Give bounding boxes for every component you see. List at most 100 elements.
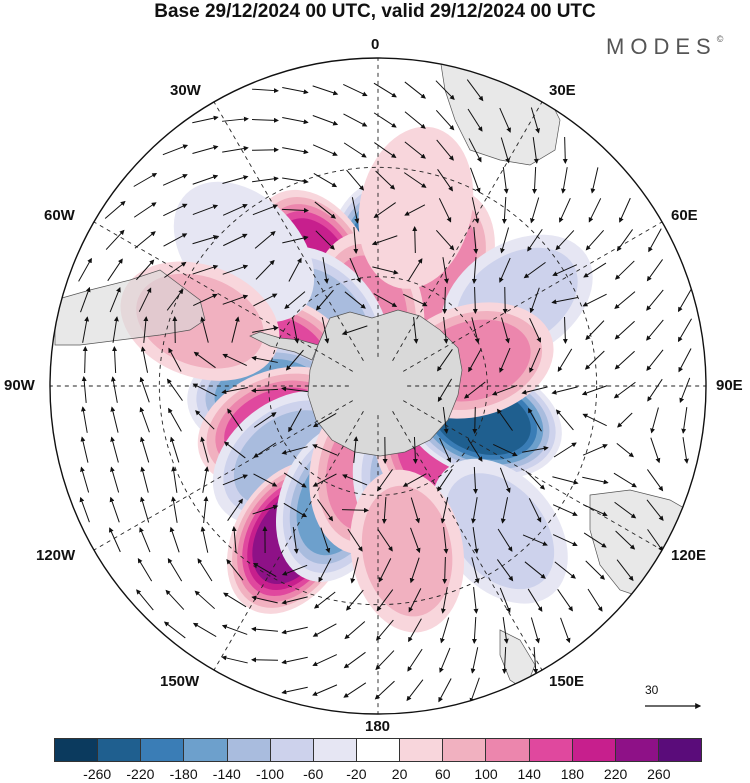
wind-arrow (320, 527, 331, 554)
wind-arrow (138, 287, 152, 312)
wind-arrow (251, 595, 278, 604)
anomaly-cell-19 (358, 126, 474, 289)
wind-arrow (614, 291, 636, 309)
wind-arrow (650, 437, 661, 464)
wind-arrow (312, 85, 339, 96)
wind-arrow (110, 376, 118, 403)
wind-arrow (468, 348, 482, 373)
wind-arrow (282, 117, 309, 125)
wind-arrow (471, 616, 477, 644)
wind-arrow (616, 559, 634, 582)
wind-arrow (139, 376, 150, 403)
wind-arrow (551, 296, 578, 305)
wind-arrow (312, 444, 338, 456)
wind-arrow (222, 294, 249, 305)
meridian-line (403, 400, 663, 551)
wind-arrow (502, 617, 509, 644)
wind-arrow (134, 231, 156, 249)
wind-arrow (136, 259, 155, 281)
wind-arrow (582, 293, 607, 307)
wind-arrow (163, 233, 188, 247)
wind-arrow (223, 592, 247, 608)
colorbar-swatch-2 (141, 739, 185, 761)
wind-arrow (282, 147, 309, 155)
wind-arrow (343, 142, 367, 158)
wind-arrow (440, 617, 450, 644)
wind-arrow (318, 558, 332, 583)
wind-arrow (110, 466, 120, 493)
wind-arrow (552, 504, 578, 516)
wind-arrow (252, 176, 279, 183)
wind-arrow (581, 385, 608, 396)
wind-arrow (192, 115, 219, 124)
wind-arrow (522, 445, 549, 453)
wind-arrow (677, 288, 692, 313)
wind-arrow (533, 646, 539, 674)
colorbar-tick-label: -140 (212, 766, 241, 782)
wind-arrow (647, 529, 664, 552)
antarctica (307, 309, 463, 457)
wind-arrow (222, 146, 249, 153)
wind-arrow (163, 203, 188, 217)
wind-arrow (408, 618, 422, 643)
wind-arrow (646, 349, 664, 371)
wind-arrow (283, 502, 308, 518)
wind-arrow (410, 527, 421, 554)
wind-arrow (521, 386, 548, 395)
wind-arrow (163, 621, 186, 639)
wind-arrow (500, 497, 509, 524)
wind-arrow (133, 202, 157, 218)
wind-arrow (313, 591, 336, 609)
wind-arrow (463, 381, 486, 399)
wind-arrow (617, 412, 633, 428)
wind-arrow (281, 686, 308, 695)
wind-arrow (107, 258, 123, 282)
wind-arrow (557, 348, 573, 372)
wind-arrow (312, 623, 337, 637)
wind-arrow (650, 407, 659, 434)
wind-arrow (438, 198, 452, 223)
wind-arrow (221, 624, 248, 635)
wind-arrow (169, 436, 180, 463)
wind-arrow (251, 355, 278, 363)
wind-arrow (140, 436, 150, 463)
wind-arrow (378, 558, 392, 583)
wind-arrow (442, 257, 449, 284)
wind-arrow (133, 173, 158, 187)
colorbar-swatch-6 (313, 739, 357, 761)
wind-arrow (471, 256, 477, 284)
wind-arrow (501, 196, 507, 224)
wind-arrow (375, 170, 396, 190)
wind-arrow (436, 139, 454, 161)
wind-arrow (614, 501, 637, 519)
wind-arrow (227, 408, 243, 432)
colorbar-swatch-10 (486, 739, 530, 761)
wind-arrow (406, 679, 424, 702)
wind-arrow (192, 204, 219, 216)
lon-label-150w: 150W (160, 673, 200, 690)
wind-arrow (470, 647, 479, 674)
wind-arrow (553, 442, 577, 458)
wind-arrow (473, 227, 479, 254)
wind-arrow (525, 470, 546, 490)
wind-arrow (140, 466, 149, 493)
wind-arrow (193, 351, 216, 369)
wind-arrow (344, 621, 366, 640)
wind-arrow (468, 138, 482, 163)
wind-arrow (251, 88, 279, 94)
colorbar-swatch-8 (400, 739, 444, 761)
wind-arrow (110, 406, 119, 433)
colorbar-ticks: -260 -220 -180 -140 -100 -60 -20 20 60 100 140 180 2… (0, 766, 750, 783)
wind-arrow (524, 561, 546, 579)
wind-arrow (282, 235, 309, 244)
wind-arrow (223, 441, 246, 459)
wind-arrow (559, 197, 571, 223)
wind-arrow (491, 384, 518, 396)
wind-arrow (679, 377, 691, 404)
meridian-line (213, 411, 364, 671)
lon-label-30w: 30W (170, 82, 201, 99)
wind-arrow (373, 202, 396, 219)
wind-arrow (169, 526, 180, 553)
wind-arrow (314, 201, 336, 219)
wind-arrow (221, 655, 248, 664)
